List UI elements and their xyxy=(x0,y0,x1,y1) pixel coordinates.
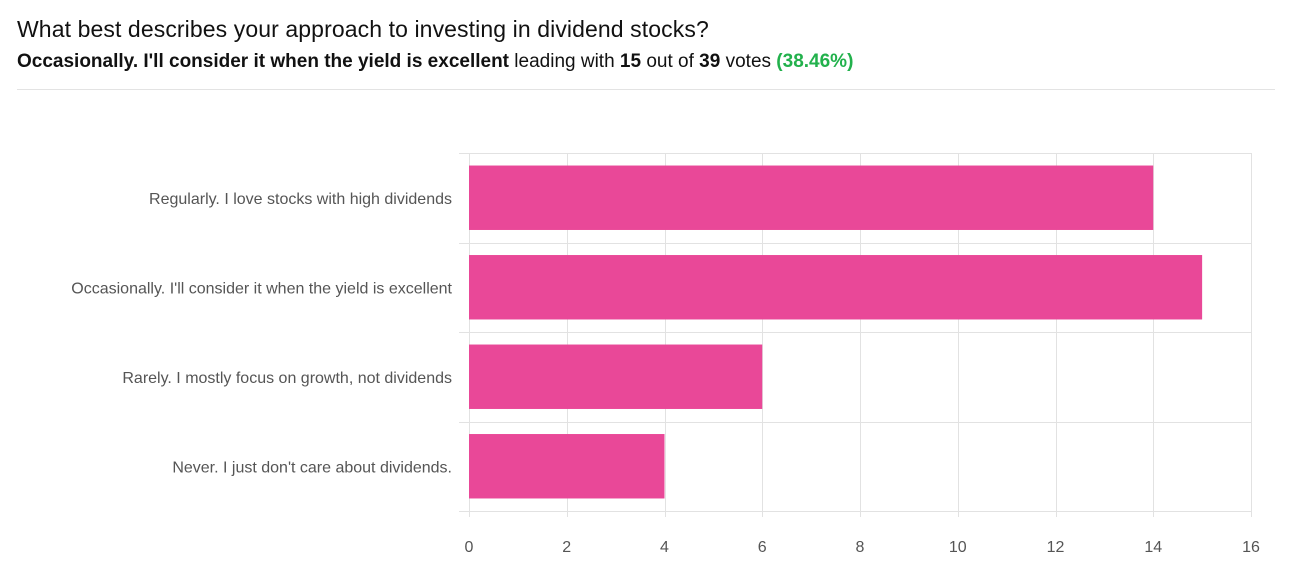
bar xyxy=(469,255,1203,320)
poll-summary: Occasionally. I'll consider it when the … xyxy=(17,48,1275,76)
out-of-text: out of xyxy=(646,51,694,72)
poll-header: What best describes your approach to inv… xyxy=(17,14,1275,76)
x-tick-label: 10 xyxy=(949,539,967,556)
poll-question: What best describes your approach to inv… xyxy=(17,16,709,42)
votes-text: votes xyxy=(725,51,772,72)
bar xyxy=(469,434,665,499)
total-vote-count: 39 xyxy=(699,51,721,72)
x-tick-label: 4 xyxy=(660,539,669,556)
leader-percent: (38.46%) xyxy=(776,51,854,72)
bar xyxy=(469,165,1154,230)
header-divider xyxy=(17,89,1275,90)
category-label: Rarely. I mostly focus on growth, not di… xyxy=(122,370,452,387)
x-tick-label: 2 xyxy=(562,539,571,556)
x-tick-label: 16 xyxy=(1242,539,1260,556)
category-label: Occasionally. I'll consider it when the … xyxy=(71,280,452,297)
x-tick-label: 12 xyxy=(1047,539,1065,556)
category-label: Never. I just don't care about dividends… xyxy=(172,459,452,476)
x-tick-label: 6 xyxy=(758,539,767,556)
bar xyxy=(469,344,763,409)
x-tick-label: 8 xyxy=(856,539,865,556)
leading-option: Occasionally. I'll consider it when the … xyxy=(17,51,510,72)
x-tick-label: 14 xyxy=(1144,539,1162,556)
category-label: Regularly. I love stocks with high divid… xyxy=(149,191,452,208)
x-tick-label: 0 xyxy=(465,539,474,556)
leader-vote-count: 15 xyxy=(619,51,642,72)
leading-with-text: leading with xyxy=(514,51,615,72)
